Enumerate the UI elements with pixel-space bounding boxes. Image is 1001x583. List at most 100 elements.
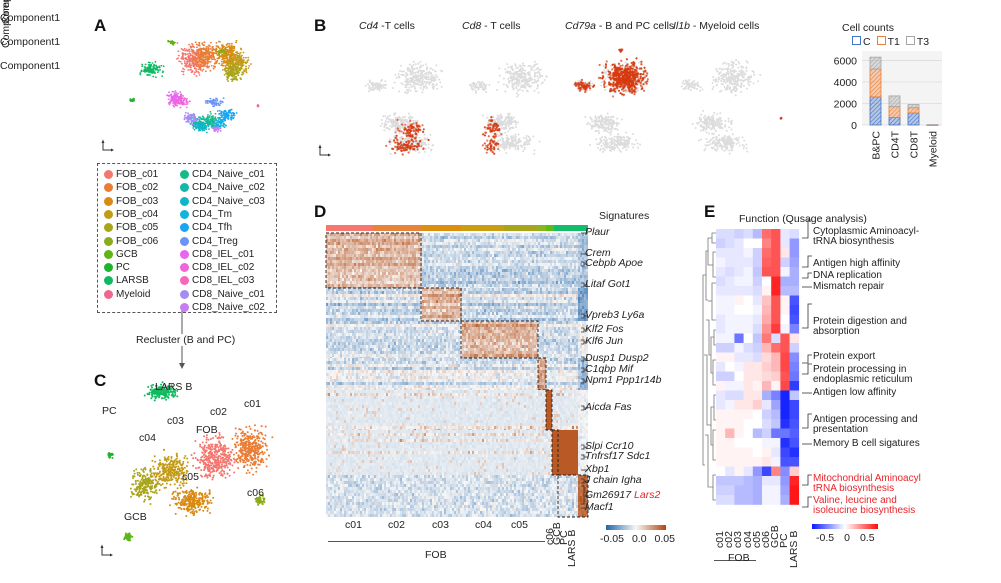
legend-dot [180, 183, 189, 193]
heatmap-cell [725, 324, 735, 334]
heatmap-cell [752, 390, 763, 401]
heatmap-cell [780, 314, 790, 325]
gene-label: Litaf Got1 [585, 278, 631, 290]
legend-dot [180, 263, 189, 273]
panel-b-axis-arrows [318, 144, 331, 157]
heatmap-cell [762, 229, 772, 239]
cluster-label: GCB [124, 511, 147, 523]
heatmap-cell [743, 257, 754, 268]
heatmap-cell [734, 238, 744, 249]
legend-label: FOB_c06 [116, 236, 158, 247]
heatmap-cell [716, 485, 726, 496]
heatmap-cell [780, 286, 790, 296]
heatmap-cell [771, 314, 781, 325]
heatmap-cell [780, 352, 790, 363]
legend-label: CD4_Treg [192, 236, 238, 247]
heatmap-cell [725, 352, 735, 363]
heatmap-cell [716, 286, 726, 296]
gene-bracket [581, 327, 588, 333]
panel-e-dendrogram [702, 232, 716, 501]
gene-label: Klf6 Jun [585, 335, 623, 347]
heatmap-cell [752, 381, 763, 391]
heatmap-cell [752, 238, 763, 249]
heatmap-cell [780, 476, 790, 486]
gene-name: Cd4 [359, 20, 378, 32]
heatmap-cell [771, 390, 781, 401]
legend-dot [180, 236, 189, 246]
heatmap-cell [743, 305, 754, 315]
heatmap-cell [716, 238, 726, 249]
heatmap-cell [780, 333, 790, 344]
signature-box [325, 232, 422, 289]
heatmap-cell [734, 409, 744, 420]
heatmap-cell [752, 466, 763, 477]
heatmap-cell [743, 229, 754, 239]
bar-segment [888, 106, 901, 118]
cell-counts-title: Cell counts [842, 22, 894, 34]
heatmap-cell [725, 229, 735, 239]
gene-text: Macf1 [585, 501, 614, 513]
heatmap-cell [780, 238, 790, 249]
cluster-label: c02 [210, 406, 227, 418]
dendrogram-branch [702, 274, 706, 466]
x-tick-label: CD4T [890, 130, 902, 158]
heatmap-cell [762, 267, 772, 277]
function-bracket [802, 363, 812, 375]
heatmap-cell [771, 286, 781, 296]
fob-underline-e [714, 560, 756, 561]
heatmap-cell [771, 466, 781, 477]
gene-name: Cd8 [462, 20, 481, 32]
legend-item: FOB_c03 [104, 196, 158, 207]
legend-item: FOB_c04 [104, 209, 158, 220]
heatmap-cell [743, 276, 754, 287]
function-bracket [802, 496, 812, 508]
heatmap-cell [734, 276, 744, 287]
heatmap-cell [789, 314, 800, 325]
heatmap-cell [743, 295, 754, 306]
heatmap-cell [780, 390, 790, 401]
heatmap-cell [743, 428, 754, 439]
legend-label: CD8_Naive_c01 [192, 289, 265, 300]
heatmap-cell [762, 409, 772, 420]
cluster-label: c03 [167, 415, 184, 427]
gene-text: Gm26917 [585, 489, 634, 501]
legend-label: GCB [116, 249, 138, 260]
heatmap-cell [780, 428, 790, 439]
heatmap-cell [734, 257, 744, 268]
heatmap-cell [789, 457, 800, 467]
x-tick-label: Myeloid [928, 131, 940, 167]
colorbar-tick: 0.5 [860, 532, 875, 544]
legend-label: CD8_IEL_c01 [192, 249, 254, 260]
cell-type: - T cells [481, 20, 520, 32]
heatmap-cell [725, 286, 735, 296]
legend-dot [180, 303, 189, 312]
heatmap-cell [743, 409, 754, 420]
heatmap-cell [743, 390, 754, 401]
heatmap-cell [771, 295, 781, 306]
heatmap-cell [762, 362, 772, 372]
heatmap-cell [780, 466, 790, 477]
panel-a-tsne [129, 39, 260, 134]
heatmap-cell [762, 485, 772, 496]
legend-dot [104, 289, 113, 299]
legend-dot [104, 263, 113, 273]
heatmap-cell [743, 400, 754, 410]
heatmap-cell [771, 343, 781, 353]
colorbar-tick: -0.05 [600, 533, 624, 545]
dendrogram-branch [712, 251, 716, 278]
legend-label: FOB_c03 [116, 196, 158, 207]
heatmap-cell [752, 409, 763, 420]
legend-label: CD8_Naive_c02 [192, 302, 265, 313]
dendrogram-branch [704, 354, 711, 426]
y-tick-label: 0 [851, 120, 857, 132]
cluster-label: FOB [196, 424, 218, 436]
heatmap-cell [734, 267, 744, 277]
legend-label: CD4_Naive_c03 [192, 196, 265, 207]
gene-label: Slpi Ccr10 [585, 440, 633, 452]
legend-item: GCB [104, 249, 138, 260]
heatmap-cell [771, 257, 781, 268]
gene-label: Plaur [585, 226, 610, 238]
legend-text: C [863, 36, 871, 48]
heatmap-cell [743, 381, 754, 391]
legend-entry: C [852, 36, 871, 48]
